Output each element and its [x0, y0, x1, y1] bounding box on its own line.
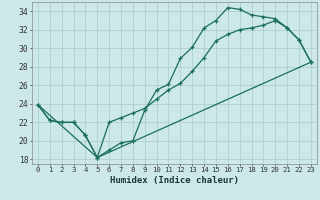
X-axis label: Humidex (Indice chaleur): Humidex (Indice chaleur): [110, 176, 239, 185]
